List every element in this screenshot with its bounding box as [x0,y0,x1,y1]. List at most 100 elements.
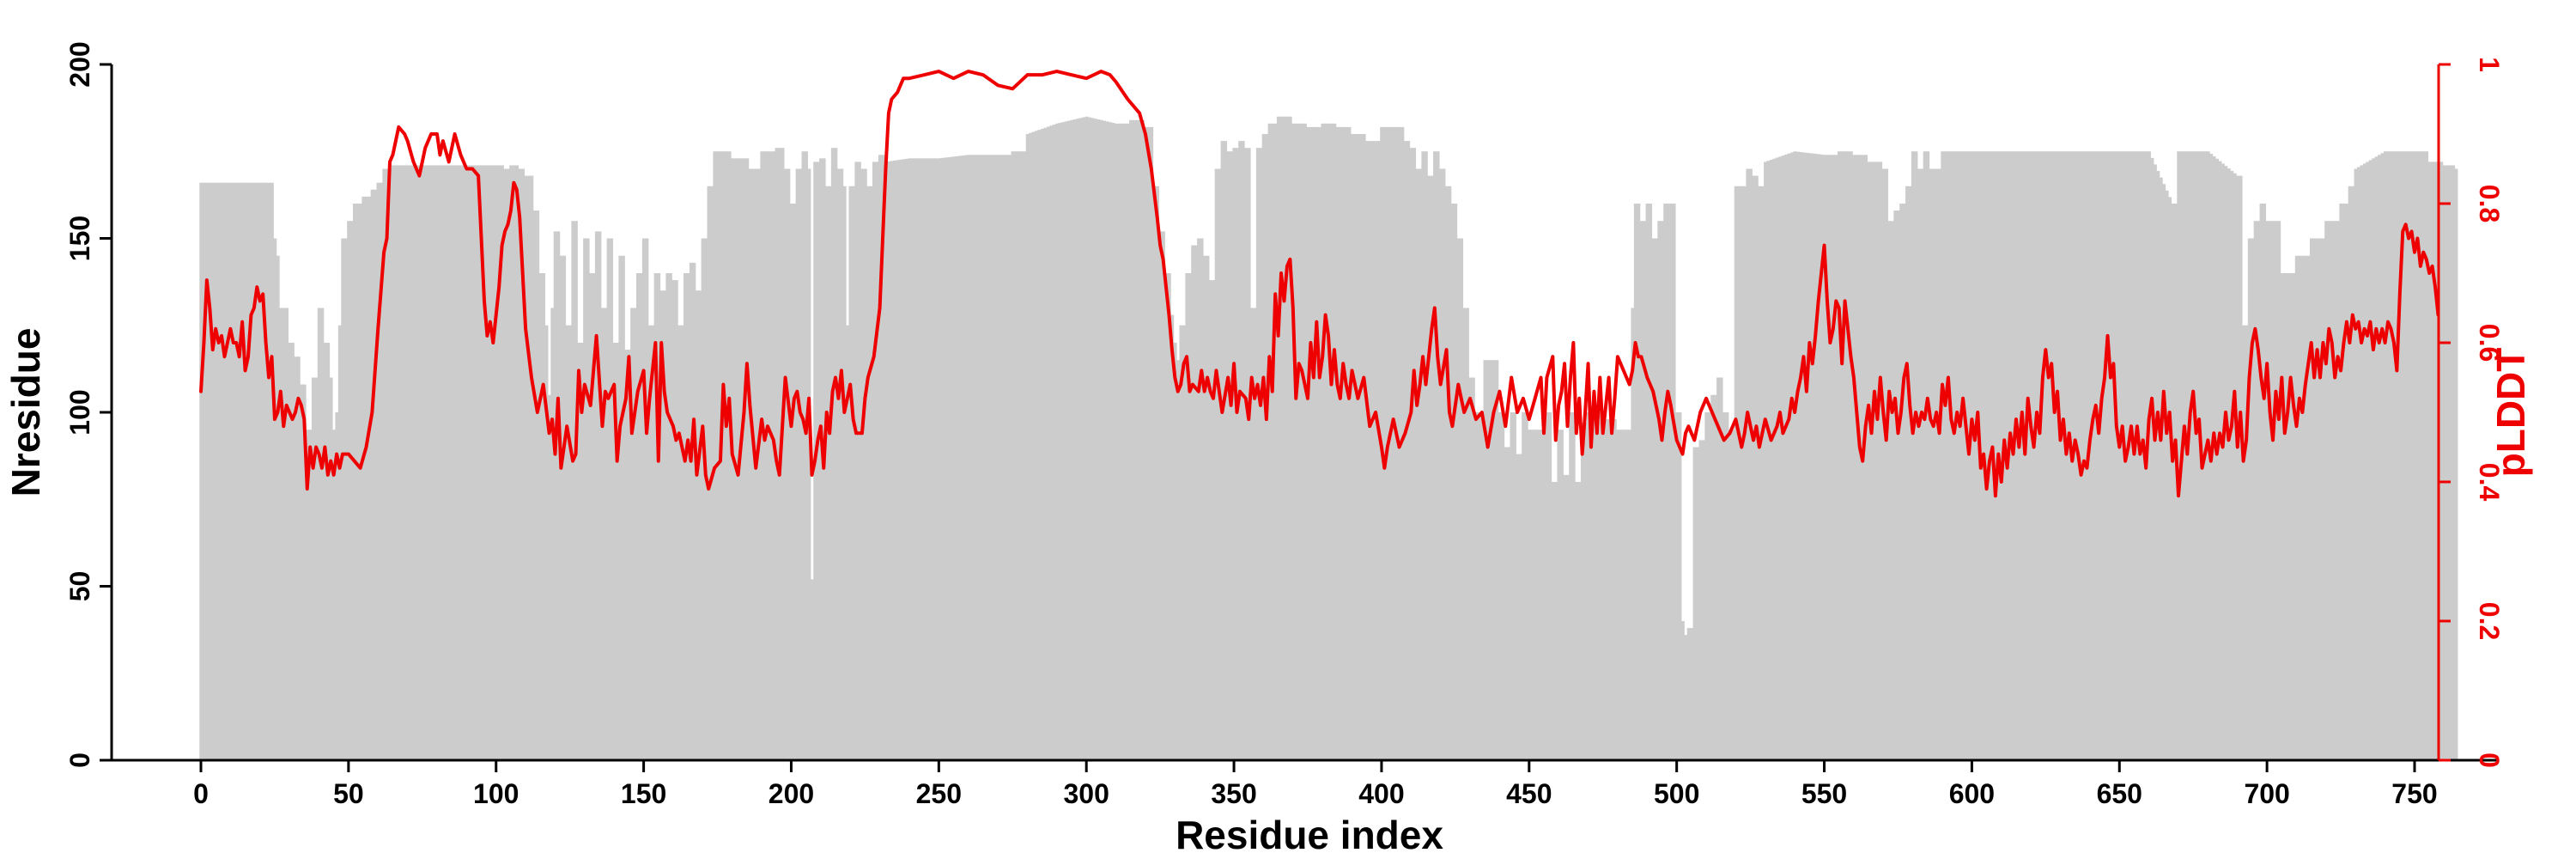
bar [450,165,454,760]
bar [1947,151,1951,760]
bar [769,151,773,760]
bar [1350,134,1354,760]
bar [1949,151,1953,760]
bar [1554,482,1558,760]
y2-axis-title: pLDDT [2488,348,2533,478]
bar [2162,184,2166,761]
bar [2306,255,2311,760]
bar [1911,151,1915,760]
bar [1795,151,1800,760]
bar [2351,186,2355,760]
bar [1595,412,1600,760]
bar [1229,151,1233,760]
bar [1896,210,1900,761]
bar [2052,151,2057,760]
bar [689,262,693,761]
bar [2247,238,2251,760]
bar [1471,377,1475,760]
bar [214,182,218,760]
bar [1690,628,1694,760]
bar [465,165,469,760]
bar [639,273,643,760]
x-tick-label: 200 [769,778,814,809]
bar [2430,161,2434,760]
bar [382,168,386,760]
bar [1890,221,1894,760]
bar [429,165,434,760]
bar [1093,119,1097,760]
bar [636,273,641,760]
bar [680,325,684,760]
bar [574,221,578,760]
bar [1323,123,1327,761]
bar [1099,119,1103,761]
bar [477,165,481,760]
bar [1807,153,1812,760]
bar [1660,221,1664,760]
bar [2277,221,2281,760]
bar [444,165,448,760]
bar [1976,151,1980,760]
bar [1465,308,1469,760]
bar [866,186,871,760]
bar [1772,158,1777,760]
bar [828,186,832,760]
bar [1843,151,1847,760]
bar [1790,152,1795,761]
y-tick-label: 0 [64,752,95,768]
bar [1616,430,1620,760]
bar [1828,155,1832,761]
bar [1097,119,1101,761]
bar [2038,151,2042,760]
bar [243,182,247,760]
bar [1643,221,1647,760]
bar [896,160,900,761]
bar [2274,221,2278,760]
bar [267,182,271,760]
bar [996,155,1000,761]
bar [1941,151,1945,760]
bar [1288,116,1292,760]
bar [1108,122,1113,761]
bar [2372,158,2376,761]
bar [1542,412,1546,760]
bar [919,158,924,761]
bar [565,325,569,760]
bar [914,158,918,761]
bar [1619,430,1623,760]
bar [2239,175,2243,761]
bar [2419,151,2423,760]
bar [869,186,873,760]
bar [1967,151,1971,760]
bar [1415,168,1419,760]
bar [881,155,885,761]
x-tick-label: 300 [1064,778,1109,809]
bar [1740,186,1744,760]
bar [695,290,699,760]
bar [2454,168,2458,760]
y-tick-label: 150 [64,216,95,261]
bar [1356,134,1360,760]
bar [893,160,897,760]
bar [1793,151,1797,760]
bar [1518,454,1522,760]
bar [1315,126,1319,760]
bar [1822,155,1826,761]
bar [2280,273,2284,760]
bar [471,165,475,760]
bar [949,156,953,761]
bar [1126,123,1130,761]
bar [368,196,372,760]
bar [2138,151,2142,760]
bar [2197,151,2202,760]
bar [1035,131,1039,761]
bar [536,210,540,761]
bar [323,343,327,760]
bar [1306,126,1310,760]
bar [2398,151,2403,760]
bar [594,231,598,760]
bar [2212,155,2216,761]
bar [1312,126,1316,760]
bar [1144,126,1148,760]
bar [1935,168,1939,760]
